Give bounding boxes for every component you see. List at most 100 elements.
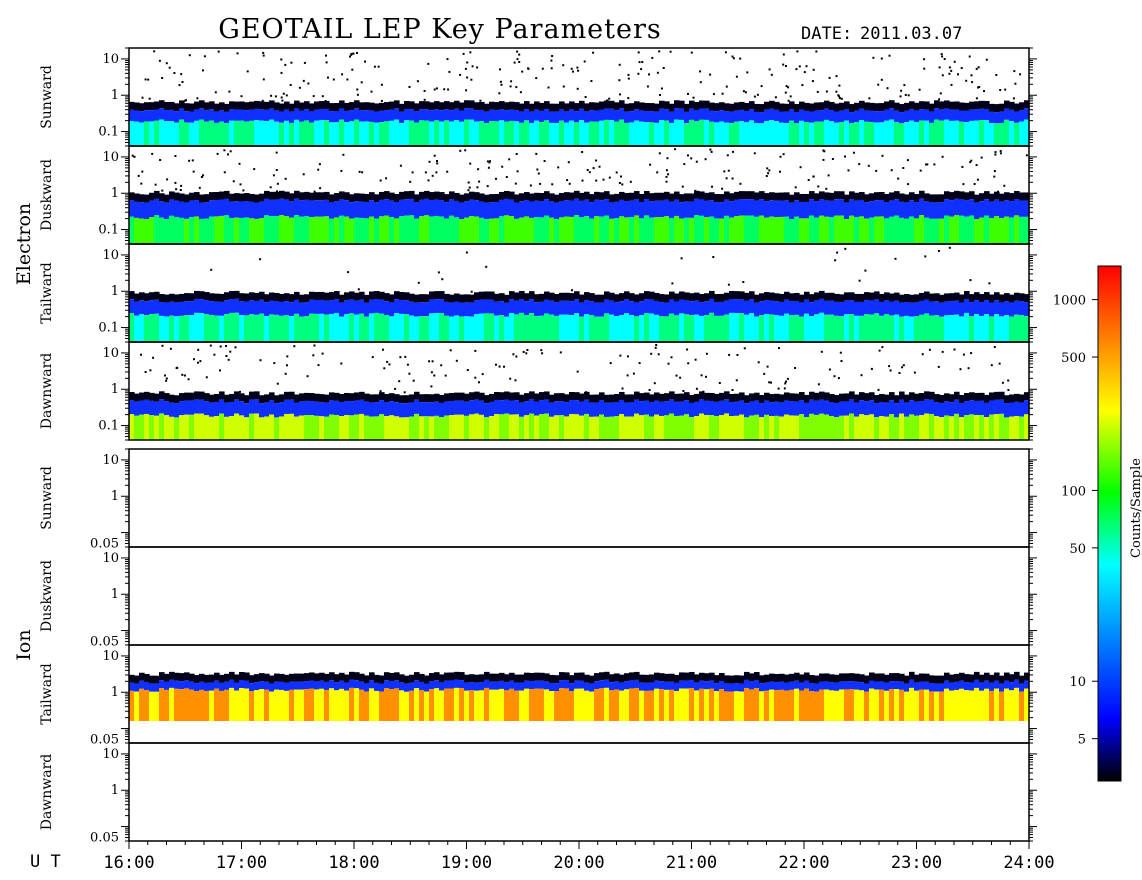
band-core-cell <box>179 217 185 244</box>
band-edge-cell <box>299 192 305 201</box>
noise-pixel <box>240 95 243 98</box>
band-blue-cell <box>574 111 580 123</box>
band-blue-cell <box>789 401 795 416</box>
band-edge-cell <box>754 192 760 201</box>
noise-pixel <box>619 93 622 96</box>
band-edge-cell <box>664 191 670 200</box>
band-blue-cell <box>944 680 950 689</box>
band-blue-cell <box>564 402 570 417</box>
band-core-cell <box>244 417 250 440</box>
band-core-cell <box>149 314 155 342</box>
band-edge-cell <box>949 394 955 403</box>
noise-pixel <box>827 174 830 177</box>
band-edge-cell <box>974 392 980 401</box>
band-edge-cell <box>999 391 1005 400</box>
noise-pixel <box>999 89 1002 91</box>
band-core-cell <box>809 316 815 342</box>
band-core-cell <box>574 215 580 244</box>
band-core-cell <box>934 691 940 721</box>
band-blue-cell <box>974 109 980 121</box>
date-value: 2011.03.07 <box>860 24 962 44</box>
band-core-cell <box>984 215 990 244</box>
band-blue-cell <box>914 110 920 122</box>
colorbar-tick-label: 100 <box>1061 484 1086 499</box>
band-core-cell <box>259 218 265 244</box>
band-edge-cell <box>394 194 400 203</box>
band-core-cell <box>854 315 860 342</box>
band-edge-cell <box>134 193 140 202</box>
band-edge-cell <box>754 672 760 680</box>
noise-pixel <box>962 353 965 356</box>
noise-pixel <box>923 58 926 61</box>
noise-pixel <box>779 170 781 173</box>
colorbar-tick-label: 10 <box>1069 675 1086 690</box>
noise-pixel <box>943 58 946 60</box>
band-blue-cell <box>909 679 915 688</box>
noise-pixel <box>351 68 354 71</box>
band-edge-cell <box>684 193 690 202</box>
band-core-cell <box>839 122 845 146</box>
band-blue-cell <box>589 110 595 122</box>
band-edge-cell <box>934 293 940 302</box>
noise-pixel <box>512 353 515 356</box>
band-blue-cell <box>694 110 700 122</box>
band-blue-cell <box>324 681 330 690</box>
band-edge-cell <box>799 193 805 202</box>
noise-pixel <box>1025 154 1028 157</box>
band-edge-cell <box>504 674 510 683</box>
band-core-cell <box>874 417 880 440</box>
band-core-cell <box>164 689 170 721</box>
band-core-cell <box>199 313 205 342</box>
band-core-cell <box>789 120 795 146</box>
noise-pixel <box>327 76 329 79</box>
band-core-cell <box>454 687 460 721</box>
noise-pixel <box>969 161 972 164</box>
noise-pixel <box>938 66 941 69</box>
band-edge-cell <box>554 103 560 112</box>
band-core-cell <box>904 218 910 244</box>
band-edge-cell <box>464 393 470 402</box>
y-tick-label: 10 <box>102 551 119 566</box>
noise-pixel <box>924 255 927 258</box>
band-core-cell <box>274 314 280 342</box>
noise-pixel <box>844 155 846 158</box>
band-blue-cell <box>869 201 875 218</box>
band-edge-cell <box>424 101 430 110</box>
band-edge-cell <box>989 674 995 683</box>
band-edge-cell <box>659 192 665 201</box>
band-edge-cell <box>404 675 410 684</box>
band-blue-cell <box>759 112 765 124</box>
band-blue-cell <box>544 299 550 314</box>
band-blue-cell <box>164 302 170 317</box>
band-blue-cell <box>954 681 960 690</box>
band-core-cell <box>189 414 195 440</box>
band-edge-cell <box>804 394 810 403</box>
noise-pixel <box>503 365 505 368</box>
band-blue-cell <box>344 300 350 315</box>
band-core-cell <box>1009 217 1015 244</box>
noise-pixel <box>619 354 622 357</box>
band-blue-cell <box>289 111 295 123</box>
noise-pixel <box>489 160 491 163</box>
band-core-cell <box>489 416 495 440</box>
band-edge-cell <box>994 191 1000 200</box>
band-edge-cell <box>354 392 360 401</box>
band-core-cell <box>759 123 765 146</box>
band-blue-cell <box>214 680 220 689</box>
band-blue-cell <box>284 682 290 691</box>
band-edge-cell <box>284 674 290 683</box>
band-blue-cell <box>874 111 880 123</box>
band-blue-cell <box>474 110 480 122</box>
band-edge-cell <box>664 393 670 402</box>
band-blue-cell <box>649 682 655 691</box>
band-edge-cell <box>1009 674 1015 683</box>
band-blue-cell <box>874 403 880 418</box>
band-core-cell <box>444 218 450 244</box>
band-core-cell <box>649 416 655 440</box>
noise-pixel <box>669 50 672 53</box>
band-core-cell <box>224 689 230 721</box>
noise-pixel <box>165 379 168 382</box>
band-core-cell <box>354 414 360 440</box>
y-tick-label: 0.1 <box>98 125 119 140</box>
band-edge-cell <box>494 102 500 111</box>
